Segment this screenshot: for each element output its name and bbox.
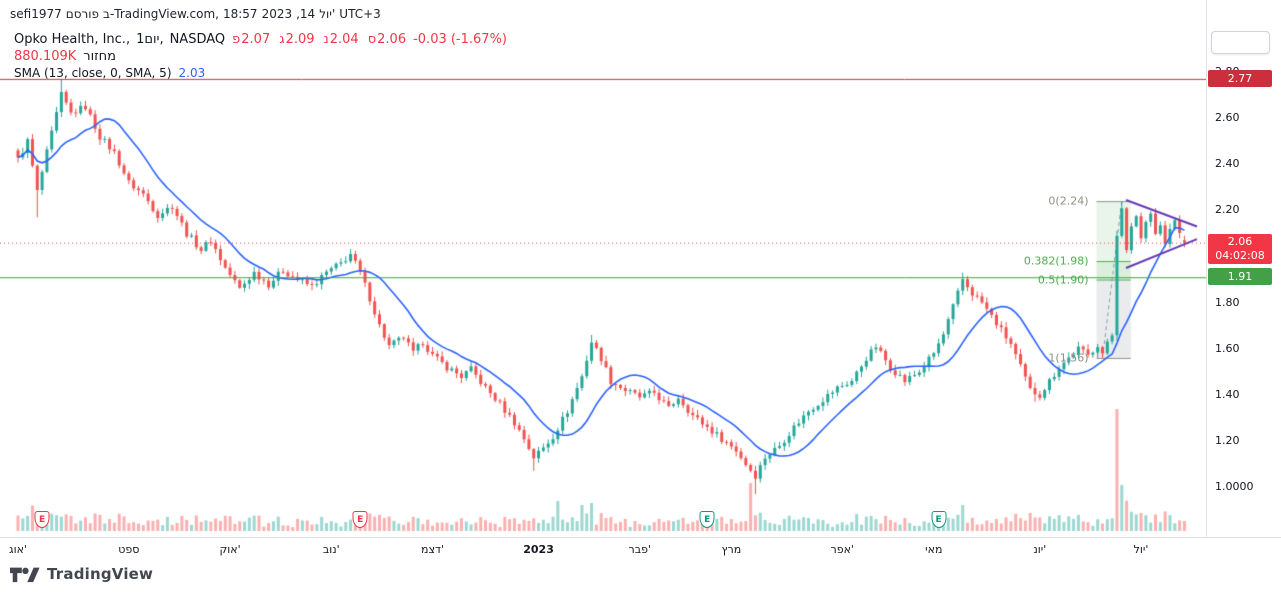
symbol-row[interactable]: Opko Health, Inc., 1יום, NASDAQ פ 2.07 ג 2.09… — [14, 31, 507, 48]
x-tick-label: אוק' — [219, 543, 241, 556]
ohlc-close-value: 2.06 — [377, 32, 407, 47]
y-tick-label: 2.40 — [1215, 157, 1240, 171]
sma-label: SMA (13, close, 0, SMA, 5) — [14, 66, 172, 80]
published-info-segment-0: sefi1977 — [10, 7, 62, 21]
ohlc-low: נ 2.04 — [324, 31, 359, 48]
fib-level-label: 0(2.24) — [1048, 194, 1089, 208]
ohlc-close-label: ס — [367, 32, 377, 47]
fib-level-label: 0.5(1.90) — [1037, 273, 1089, 287]
last-price-value: 2.06 — [1227, 234, 1253, 248]
last-price-label: 2.06 04:02:08 — [1208, 233, 1272, 264]
sma-row[interactable]: SMA (13, close, 0, SMA, 5) 2.03 — [14, 65, 507, 82]
published-info-segment-6: יול' — [319, 7, 336, 21]
y-tick-label: 2.60 — [1215, 111, 1240, 125]
change-value: -0.03 (-1.67%) — [413, 32, 507, 47]
x-tick-label: אפר' — [830, 543, 854, 556]
chart-legend: Opko Health, Inc., 1יום, NASDAQ פ 2.07 ג 2.09… — [14, 31, 507, 82]
symbol-title: Opko Health, Inc., 1יום, NASDAQ — [14, 31, 225, 48]
x-tick-label: נוב' — [322, 543, 340, 556]
y-tick-label: 1.60 — [1215, 341, 1240, 355]
resistance-price-label: 2.77 — [1208, 69, 1272, 87]
earnings-badge[interactable]: E — [34, 511, 50, 528]
tradingview-logo-icon — [10, 567, 40, 583]
volume-row[interactable]: 880.109K מחזור — [14, 48, 507, 65]
fib-level-label: 0.382(1.98) — [1023, 254, 1089, 268]
symbol-segment-0: Opko Health, Inc., — [14, 32, 131, 47]
x-tick-label: 2023 — [523, 543, 554, 556]
sma-value: 2.03 — [178, 66, 206, 80]
x-tick-label: דצמ' — [420, 543, 445, 556]
y-tick-label: 2.20 — [1215, 203, 1240, 217]
y-tick-label: 1.0000 — [1215, 480, 1254, 494]
x-tick-label: יונ' — [1033, 543, 1047, 556]
chart-pane[interactable] — [0, 0, 1206, 537]
earnings-badge[interactable]: E — [931, 511, 947, 528]
published-info-segment-4: 2023 — [261, 7, 293, 21]
earnings-badge[interactable]: E — [352, 511, 368, 528]
x-tick-label: ספט — [118, 543, 140, 556]
volume-value: 880.109K — [14, 49, 77, 64]
volume-label: מחזור — [83, 49, 116, 64]
top-right-panel[interactable] — [1211, 31, 1270, 54]
x-tick-label: מרץ — [721, 543, 742, 556]
ohlc-high-value: 2.09 — [285, 32, 315, 47]
tradingview-logo-text: TradingView — [47, 565, 154, 583]
ohlc-open: פ 2.07 — [232, 31, 270, 48]
published-info-segment-3: 18:57 — [222, 7, 258, 21]
support-price-label: 1.91 — [1208, 268, 1272, 286]
y-tick-label: 1.80 — [1215, 295, 1240, 309]
ohlc-values: פ 2.07 ג 2.09 נ 2.04 ס 2.06 — [232, 31, 406, 48]
ohlc-low-value: 2.04 — [329, 32, 359, 47]
y-tick-label: 1.20 — [1215, 433, 1240, 447]
x-tick-label: יול' — [1133, 543, 1149, 556]
time-axis[interactable]: אוג' ספט אוק' נוב' דצמ' 2023 פבר' מרץ אפר' מאי יונ… — [0, 537, 1281, 564]
x-tick-label: אוג' — [9, 543, 27, 556]
ohlc-high-label: ג — [279, 32, 285, 47]
ohlc-close: ס 2.06 — [368, 31, 406, 48]
countdown-timer: 04:02:08 — [1215, 248, 1265, 262]
symbol-segment-2: NASDAQ — [169, 32, 226, 47]
published-info-segment-5: ,14 — [296, 7, 316, 21]
published-info-bar: sefi1977 פורסם ב-TradingView.com, 18:57 2023… — [10, 7, 381, 21]
fib-level-label: 1(1.56) — [1048, 351, 1089, 365]
ohlc-high: ג 2.09 — [279, 31, 314, 48]
tradingview-logo[interactable]: TradingView — [10, 564, 153, 584]
x-tick-label: פבר' — [628, 543, 652, 556]
published-info-segment-7: UTC+3 — [339, 7, 381, 21]
published-info-segment-2: ב-TradingView.com, — [103, 7, 219, 21]
y-tick-label: 1.40 — [1215, 387, 1240, 401]
x-tick-label: מאי — [925, 543, 943, 556]
published-info-segment-1: פורסם — [65, 7, 100, 21]
ohlc-low-label: נ — [323, 32, 329, 47]
ohlc-open-value: 2.07 — [241, 32, 271, 47]
symbol-segment-1: 1יום, — [136, 32, 164, 47]
earnings-badge[interactable]: E — [699, 511, 715, 528]
ohlc-open-label: פ — [232, 32, 241, 47]
